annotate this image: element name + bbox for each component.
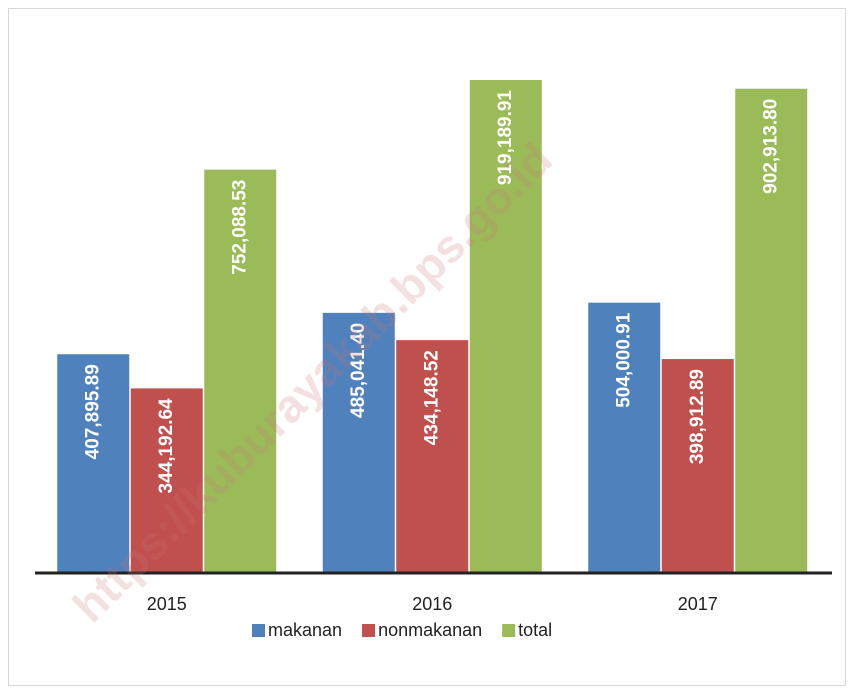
data-label: 407,895.89: [82, 364, 103, 459]
bar: [588, 302, 661, 573]
bar: [130, 388, 203, 573]
data-label: 504,000.91: [613, 312, 634, 408]
legend-label: makanan: [268, 620, 342, 640]
data-label: 344,192.64: [156, 398, 177, 494]
bar: [322, 312, 395, 573]
legend-label: nonmakanan: [378, 620, 482, 640]
data-label: 398,912.89: [687, 369, 708, 464]
bar: [396, 340, 469, 573]
x-tick-label: 2016: [412, 594, 452, 614]
bar: [469, 80, 542, 573]
data-label: 752,088.53: [229, 180, 250, 275]
bar: [661, 359, 734, 573]
bar: [735, 88, 808, 574]
data-label: 434,148.52: [421, 350, 442, 445]
data-label: 485,041.40: [348, 323, 369, 418]
legend: makanan nonmakanan total: [252, 620, 552, 640]
bar: [204, 169, 277, 573]
data-label: 919,189.91: [495, 90, 516, 186]
bar: [57, 354, 130, 573]
x-tick-label: 2017: [678, 594, 718, 614]
data-label: 902,913.80: [760, 99, 781, 194]
legend-swatch: [502, 624, 516, 637]
legend-swatch: [362, 624, 376, 637]
legend-label: total: [518, 620, 552, 640]
x-tick-label: 2015: [147, 594, 187, 614]
legend-swatch: [252, 624, 265, 637]
